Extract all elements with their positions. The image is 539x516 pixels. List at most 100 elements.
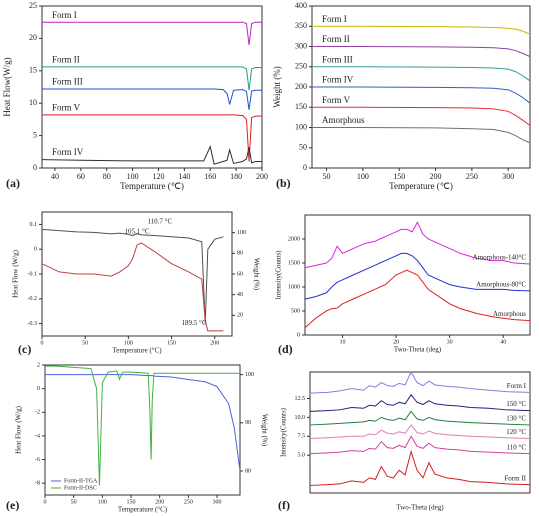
y-axis-label: Weight (%) [272,66,282,108]
series-label: 110 °C [507,443,527,451]
y2-tick-label: 100 [237,230,246,236]
y-tick-label: -4 [35,433,40,439]
x-tick-label: 100 [124,340,133,346]
y-axis-label: Heat Flow(W/g) [2,57,12,116]
series-label: Form II [322,34,350,44]
y-tick-label: -0.2 [28,296,38,302]
y2-tick-label: 60 [237,271,243,277]
y-tick-label: 150 [295,102,307,111]
y2-tick-label: 40 [237,292,243,298]
series-label: Form V [52,103,81,113]
panel-label: (f) [278,498,290,512]
y-tick-label: 500 [291,308,300,314]
y-tick-label: 1500 [288,260,300,266]
series-label: Form III [322,54,353,64]
y-tick-label: -6 [35,457,40,463]
x-tick-label: 20 [393,339,399,345]
y-tick-label: 0 [37,386,40,392]
y-tick-label: 20 [29,33,37,42]
y-axis-label: Intensity(Counts) [280,407,288,457]
y-tick-label: 350 [295,21,307,30]
plot-frame [304,214,531,336]
panel-label: (e) [6,498,19,512]
series-line [42,21,262,45]
y-tick-label: -0.1 [28,271,38,277]
y-tick-label: 100 [295,122,307,131]
series-line [42,114,262,162]
x-tick-label: 80 [103,172,111,181]
y2-tick-label: 90 [245,420,251,426]
y-axis-label: Heat Flow (W/g) [12,249,20,297]
series-line [309,370,531,394]
x-tick-label: 200 [210,340,219,346]
y-tick-label: -0.3 [28,321,38,327]
x-axis-label: Two-Theta (deg) [396,504,444,512]
x-tick-label: 50 [71,499,77,505]
annotation: 105.1 °C [125,227,150,235]
y-tick-label: 0.1 [30,222,38,228]
series-line [312,86,531,104]
y-tick-label: 5 [33,130,37,139]
plot-frame [41,5,263,169]
y-tick-label: 2000 [288,236,300,242]
series-line [312,46,531,58]
annotation: 110.7 °C [147,218,172,226]
series-label: Form IV [52,147,84,157]
y2-axis-label: Weight (%) [260,414,268,447]
series-label: Form IV [322,75,354,85]
y2-tick-label: 100 [245,372,254,378]
x-axis-label: Temperature (°C) [118,506,168,514]
series-label: 120 °C [506,428,526,436]
x-tick-label: 160 [204,172,216,181]
series-line [312,127,531,144]
x-tick-label: 250 [184,499,193,505]
y-tick-label: 10 [29,98,37,107]
series-label: 150 °C [506,400,526,408]
y2-tick-label: 80 [237,251,243,257]
x-tick-label: 150 [393,172,405,181]
series-line [309,410,531,426]
x-axis-label: Temperature (℃) [120,181,184,191]
y-tick-label: 0 [303,163,307,172]
x-axis-label: Two-Theta (deg) [394,346,442,354]
series-line [41,145,262,165]
x-tick-label: 200 [430,172,442,181]
series-line [42,88,262,110]
panel-label: (d) [278,342,293,356]
y-axis-label: Intensity(Counts) [275,250,283,300]
x-axis-label: Temperature (℃) [389,181,453,191]
x-tick-label: 0 [41,340,44,346]
x-tick-label: 200 [256,172,268,181]
y-tick-label: 0 [33,163,37,172]
series-label: Form I [507,382,527,390]
series-line [312,25,531,35]
x-tick-label: 10 [340,339,346,345]
panel-label: (b) [276,176,291,190]
x-tick-label: 200 [155,499,164,505]
y-axis-label: Heat Flow (W/g) [15,405,23,453]
x-tick-label: 140 [178,172,190,181]
x-tick-label: 300 [502,172,514,181]
y-tick-label: 200 [295,82,307,91]
y2-tick-label: 20 [237,313,243,319]
series-label: Form II [504,474,526,482]
y-tick-label: 1000 [288,284,300,290]
y-tick-label: -2 [35,410,40,416]
x-tick-label: 150 [127,499,136,505]
series-line [41,228,224,324]
x-tick-label: 0 [44,499,47,505]
x-tick-label: 150 [167,340,176,346]
x-tick-label: 250 [466,172,478,181]
y-tick-label: 15 [29,66,37,75]
series-label: Form V [322,95,351,105]
series-line [304,269,531,329]
y-tick-label: 7.5 [298,434,306,440]
x-tick-label: 50 [323,172,331,181]
series-label: 130 °C [506,415,526,423]
series-line [41,242,224,332]
series-line [309,393,531,412]
plot-frame [309,371,531,494]
y-tick-label: 250 [295,62,307,71]
y-tick-label: 0 [34,247,37,253]
